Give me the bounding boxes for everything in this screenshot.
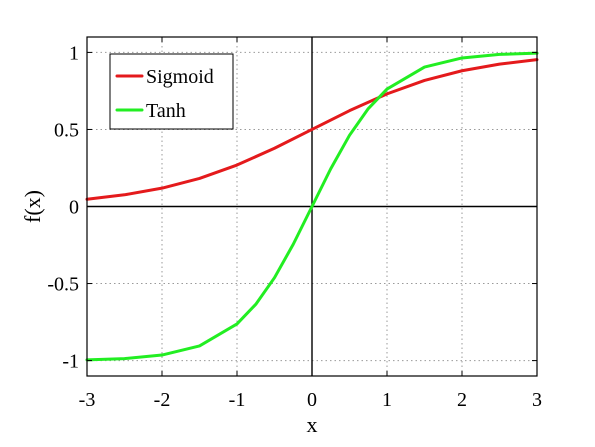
x-tick-label--2: -2 (154, 389, 171, 411)
x-tick-label-2: 2 (457, 389, 467, 411)
x-axis-title: x (307, 412, 318, 437)
series-line-sigmoid (85, 58, 539, 201)
y-tick-label-0.5: 0.5 (54, 119, 79, 141)
y-tick-label--0.5: -0.5 (47, 274, 79, 296)
x-tick-label--3: -3 (79, 389, 96, 411)
axis-ticks (86, 37, 538, 376)
y-tick-label-0: 0 (69, 197, 79, 219)
x-tick-label-0: 0 (307, 389, 317, 411)
y-tick-label-1: 1 (69, 42, 79, 64)
series-lines (85, 51, 539, 362)
x-tick-label-1: 1 (382, 389, 392, 411)
x-tick-label--1: -1 (229, 389, 246, 411)
legend-label-sigmoid: Sigmoid (146, 66, 214, 88)
y-tick-labels: -1 -0.5 0 0.5 1 (47, 42, 79, 372)
y-axis-title: f(x) (20, 190, 45, 223)
series-line-tanh (85, 51, 539, 362)
x-tick-label-3: 3 (532, 389, 542, 411)
legend: Sigmoid Tanh (109, 53, 234, 130)
legend-label-tanh: Tanh (146, 100, 186, 122)
x-tick-labels: -3 -2 -1 0 1 2 3 (79, 389, 542, 411)
legend-box (109, 53, 234, 130)
y-tick-label--1: -1 (62, 351, 79, 373)
